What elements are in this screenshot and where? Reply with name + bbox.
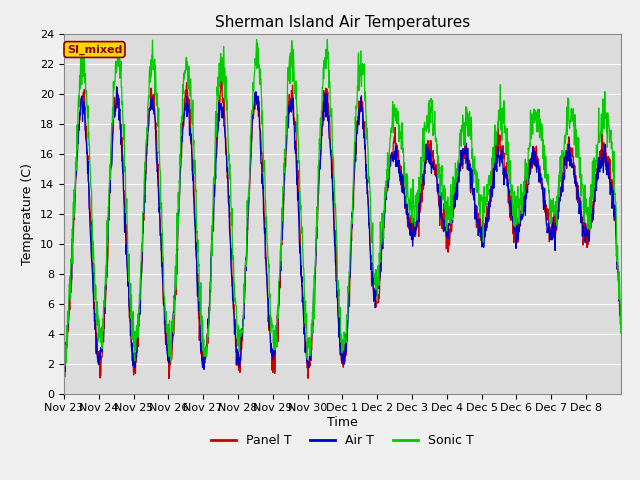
Line: Sonic T: Sonic T <box>64 39 621 377</box>
Line: Air T: Air T <box>64 87 621 372</box>
Sonic T <box>317 116 325 122</box>
Air T <box>113 84 121 90</box>
Air T <box>474 233 482 239</box>
Air T <box>611 208 618 214</box>
Legend: Panel T, Air T, Sonic T: Panel T, Air T, Sonic T <box>206 429 479 452</box>
Air T <box>61 369 69 374</box>
Panel T <box>328 167 336 173</box>
Air T <box>148 103 156 108</box>
Sonic T <box>556 169 563 175</box>
Air T <box>318 123 326 129</box>
Panel T <box>60 360 68 365</box>
Sonic T <box>617 330 625 336</box>
Panel T <box>147 106 155 112</box>
Sonic T <box>474 177 482 182</box>
Panel T <box>218 72 226 78</box>
Air T <box>556 199 564 204</box>
Text: SI_mixed: SI_mixed <box>67 44 122 55</box>
Sonic T <box>323 36 331 42</box>
Title: Sherman Island Air Temperatures: Sherman Island Air Temperatures <box>215 15 470 30</box>
Panel T <box>474 219 482 225</box>
Air T <box>328 183 336 189</box>
Panel T <box>556 186 564 192</box>
Sonic T <box>610 148 618 154</box>
Line: Panel T: Panel T <box>64 75 621 379</box>
Panel T <box>611 218 618 224</box>
Panel T <box>318 132 326 138</box>
Panel T <box>165 376 173 382</box>
Y-axis label: Temperature (C): Temperature (C) <box>22 163 35 264</box>
Panel T <box>617 305 625 311</box>
Sonic T <box>60 374 68 380</box>
Sonic T <box>147 57 155 62</box>
Air T <box>60 360 68 366</box>
X-axis label: Time: Time <box>327 416 358 429</box>
Sonic T <box>328 122 336 128</box>
Air T <box>617 317 625 323</box>
